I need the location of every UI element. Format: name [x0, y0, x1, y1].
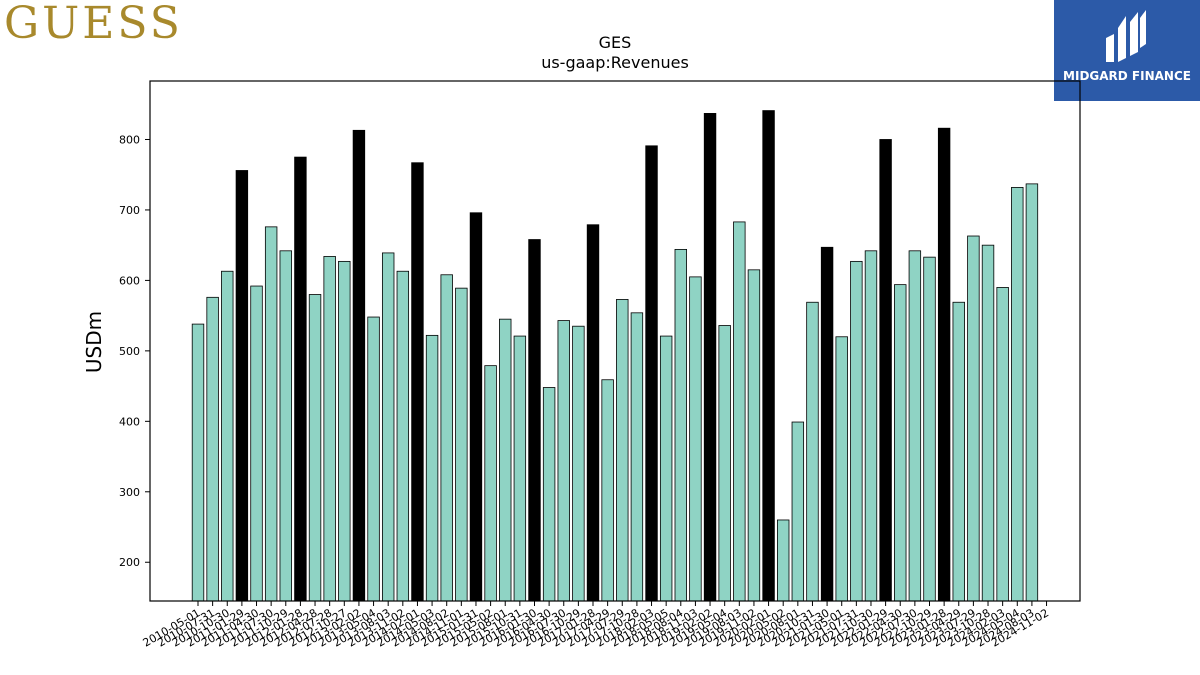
bar-2010-10-30	[221, 270, 234, 602]
bar-2023-07-29	[967, 235, 980, 602]
bar-2020-10-31	[806, 301, 819, 602]
bar-2019-11-02	[747, 269, 761, 602]
y-axis-label: USDm	[82, 311, 106, 373]
y-tick-label: 300	[119, 486, 140, 499]
bar-2017-10-28	[630, 312, 644, 602]
bar-2023-04-29	[952, 301, 965, 602]
bar-2012-07-28	[323, 256, 336, 602]
bar-2019-02-02	[703, 113, 717, 602]
bar-2010-07-31	[206, 296, 219, 602]
bar-2013-05-04	[367, 316, 380, 602]
bar-2020-05-02	[777, 519, 790, 602]
bar-2013-08-03	[381, 252, 395, 602]
bar-2011-01-29	[235, 170, 249, 602]
bar-2019-05-04	[718, 325, 731, 602]
bar-2018-11-03	[689, 276, 702, 602]
bar-2015-01-31	[469, 212, 483, 602]
bar-2017-07-29	[616, 299, 629, 602]
bar-2021-01-30	[820, 246, 834, 602]
y-tick-label: 600	[119, 274, 140, 287]
bar-2024-02-03	[996, 287, 1009, 602]
bar-2016-04-30	[542, 387, 556, 602]
y-tick-label: 800	[119, 133, 140, 146]
bar-2021-07-31	[850, 260, 863, 602]
bar-2011-10-29	[279, 250, 292, 602]
bar-2014-02-01	[411, 162, 424, 602]
bar-2014-11-01	[455, 287, 468, 602]
bar-2024-08-03	[1025, 183, 1039, 602]
bar-2022-04-30	[894, 284, 907, 602]
y-tick-label: 200	[119, 556, 140, 569]
bar-2024-05-04	[1011, 186, 1024, 602]
guess-logo: GUESS	[4, 0, 183, 49]
chart-subtitle: us-gaap:Revenues	[541, 53, 689, 72]
bar-2022-07-30	[908, 250, 922, 602]
bar-2022-10-29	[923, 256, 936, 602]
chart-title: GES	[599, 33, 632, 52]
y-tick-label: 700	[119, 204, 140, 217]
bar-2020-02-01	[762, 110, 775, 602]
bar-2013-11-02	[396, 270, 410, 602]
bar-2014-08-02	[440, 274, 453, 602]
bar-2017-01-28	[586, 224, 600, 602]
bar-2022-01-29	[879, 139, 892, 602]
bar-2014-05-03	[425, 334, 439, 602]
bar-2011-07-30	[264, 226, 278, 602]
bar-2012-10-27	[338, 260, 351, 602]
bar-2016-01-30	[528, 239, 541, 602]
bar-2016-07-30	[557, 320, 570, 602]
plot-frame	[149, 80, 1081, 602]
bar-2018-08-04	[674, 248, 687, 602]
midgard-finance-logo: MIDGARD FINANCE	[1054, 0, 1200, 101]
bar-2015-05-02	[484, 365, 497, 602]
midgard-emblem-icon	[1106, 10, 1146, 62]
bar-2012-04-28	[308, 294, 322, 602]
bar-2013-02-02	[352, 129, 366, 602]
bar-2023-01-28	[937, 127, 951, 602]
x-axis-ticks: 2010-05-012010-07-312010-10-302011-01-29…	[141, 601, 1051, 650]
bar-2015-10-31	[513, 335, 527, 602]
bars-group	[191, 110, 1039, 602]
y-tick-label: 500	[119, 345, 140, 358]
bar-2012-01-28	[294, 156, 307, 602]
bar-2021-10-30	[864, 250, 878, 602]
bar-2010-05-01	[191, 323, 205, 602]
bar-2018-05-05	[659, 335, 673, 602]
bar-2021-05-01	[835, 336, 848, 602]
bar-2019-08-03	[733, 221, 746, 602]
bar-2015-08-01	[499, 318, 512, 602]
bar-2023-10-28	[981, 244, 995, 602]
bar-2016-10-29	[572, 325, 585, 602]
y-axis-ticks: 200 300 400 500 600 700 800	[119, 133, 150, 569]
bar-2020-08-01	[791, 421, 805, 602]
bar-2017-04-29	[601, 379, 614, 602]
y-tick-label: 400	[119, 415, 140, 428]
bar-2011-04-30	[250, 285, 263, 602]
bar-2018-02-03	[645, 145, 658, 602]
midgard-finance-text: MIDGARD FINANCE	[1063, 69, 1191, 83]
